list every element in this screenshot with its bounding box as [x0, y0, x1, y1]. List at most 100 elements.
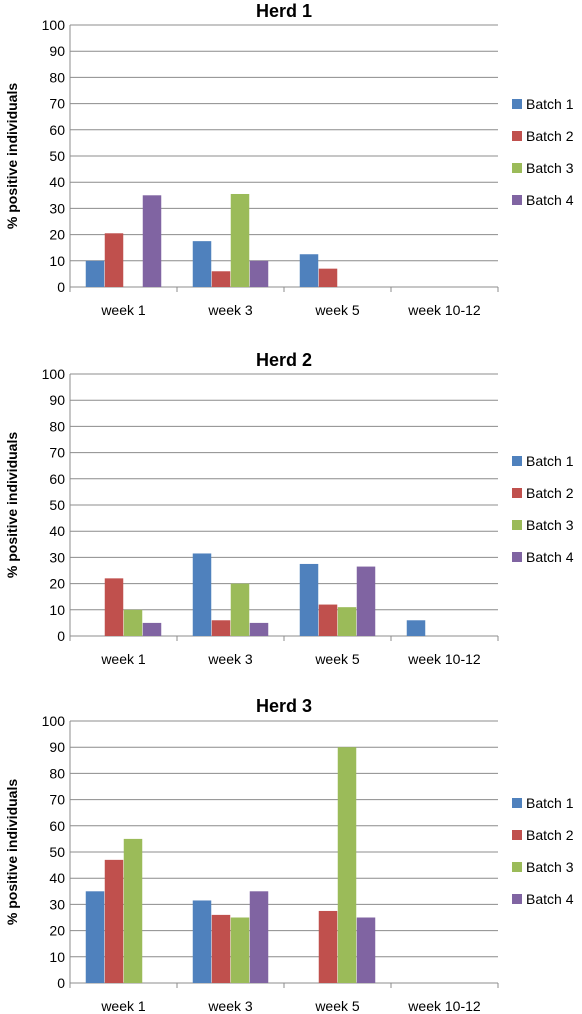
y-tick-label: 40	[49, 174, 65, 190]
y-axis-label: % positive individuals	[4, 83, 20, 229]
legend-label: Batch 1	[526, 453, 574, 469]
bar-batch-3-2	[230, 193, 250, 287]
y-tick-label: 70	[49, 96, 65, 112]
y-tick-label: 50	[49, 497, 65, 513]
x-tick-label: week 1	[100, 998, 146, 1014]
bar-batch-2-3	[318, 604, 338, 636]
legend-label: Batch 2	[526, 827, 574, 843]
y-tick-label: 10	[49, 253, 65, 269]
y-tick-label: 0	[57, 628, 65, 644]
x-tick-label: week 5	[314, 302, 360, 318]
chart-panel-3: Herd 3 0 10 20 30 40 50 60 70 80 90 100 % positive i…	[4, 696, 574, 1014]
y-tick-label: 0	[57, 975, 65, 991]
chart-title: Herd 2	[256, 350, 312, 370]
bar-batch-4-3	[356, 566, 376, 636]
x-tick-label: week 3	[207, 998, 253, 1014]
bar-batch-3-2	[230, 917, 250, 983]
y-tick-label: 40	[49, 523, 65, 539]
chart-panel-2: Herd 2 0 10 20 30 40 50 60 70 80 90 100 % positive i…	[4, 350, 574, 667]
bar-batch-4-1	[142, 195, 162, 287]
legend-swatch	[512, 552, 522, 562]
y-tick-label: 30	[49, 200, 65, 216]
y-tick-label: 80	[49, 765, 65, 781]
bar-batch-1-1	[85, 260, 105, 287]
bar-batch-2-1	[104, 859, 124, 983]
y-axis-label: % positive individuals	[4, 432, 20, 578]
y-tick-label: 90	[49, 739, 65, 755]
bar-batch-1-2	[192, 241, 212, 287]
x-tick-label: week 3	[207, 302, 253, 318]
bar-batch-3-1	[123, 838, 143, 983]
legend-label: Batch 4	[526, 549, 574, 565]
y-tick-label: 80	[49, 69, 65, 85]
bar-batch-3-1	[123, 609, 143, 636]
bar-batch-2-3	[318, 268, 338, 287]
y-tick-label: 40	[49, 870, 65, 886]
bar-batch-4-3	[356, 917, 376, 983]
legend-swatch	[512, 195, 522, 205]
bar-batch-4-2	[249, 260, 269, 287]
y-tick-label: 50	[49, 148, 65, 164]
y-tick-label: 90	[49, 43, 65, 59]
legend-swatch	[512, 163, 522, 173]
legend-label: Batch 3	[526, 160, 574, 176]
y-tick-label: 10	[49, 602, 65, 618]
legend-swatch	[512, 488, 522, 498]
y-tick-label: 30	[49, 549, 65, 565]
bar-batch-1-3	[299, 254, 319, 287]
y-tick-label: 20	[49, 923, 65, 939]
legend-label: Batch 2	[526, 128, 574, 144]
bar-batch-4-1	[142, 622, 162, 636]
bar-batch-1-2	[192, 900, 212, 983]
x-tick-label: week 5	[314, 998, 360, 1014]
y-tick-label: 60	[49, 122, 65, 138]
y-tick-label: 20	[49, 227, 65, 243]
y-tick-label: 60	[49, 818, 65, 834]
legend-swatch	[512, 894, 522, 904]
bar-batch-2-3	[318, 910, 338, 983]
legend-label: Batch 1	[526, 795, 574, 811]
legend-label: Batch 2	[526, 485, 574, 501]
bar-batch-3-2	[230, 583, 250, 636]
x-tick-label: week 10-12	[407, 302, 481, 318]
y-tick-label: 80	[49, 418, 65, 434]
legend-swatch	[512, 131, 522, 141]
y-tick-label: 90	[49, 392, 65, 408]
chart-title: Herd 1	[256, 1, 312, 21]
y-tick-label: 20	[49, 576, 65, 592]
bar-batch-4-2	[249, 622, 269, 636]
legend-swatch	[512, 99, 522, 109]
bar-batch-1-2	[192, 553, 212, 636]
bar-batch-4-2	[249, 891, 269, 983]
y-tick-label: 60	[49, 471, 65, 487]
x-tick-label: week 10-12	[407, 651, 481, 667]
x-tick-label: week 3	[207, 651, 253, 667]
bar-batch-2-1	[104, 578, 124, 636]
bar-batch-2-2	[211, 620, 231, 636]
legend-swatch	[512, 520, 522, 530]
y-tick-label: 100	[42, 366, 66, 382]
bar-batch-2-1	[104, 233, 124, 287]
bar-batch-1-4	[406, 620, 426, 636]
chart-panel-1: Herd 1 0 10 20 30 40 50 60 70 80 90 100 % positive i…	[4, 1, 574, 318]
legend-label: Batch 3	[526, 859, 574, 875]
bar-batch-1-1	[85, 891, 105, 983]
y-tick-label: 70	[49, 792, 65, 808]
y-tick-label: 10	[49, 949, 65, 965]
bar-batch-3-3	[337, 607, 357, 636]
y-tick-label: 70	[49, 445, 65, 461]
legend-label: Batch 4	[526, 891, 574, 907]
bar-batch-1-3	[299, 563, 319, 636]
y-tick-label: 50	[49, 844, 65, 860]
legend-swatch	[512, 862, 522, 872]
chart-title: Herd 3	[256, 696, 312, 716]
bar-batch-2-2	[211, 914, 231, 983]
legend-swatch	[512, 456, 522, 466]
y-tick-label: 100	[42, 713, 66, 729]
x-tick-label: week 1	[100, 651, 146, 667]
bar-batch-3-3	[337, 747, 357, 983]
bar-batch-2-2	[211, 271, 231, 287]
legend-swatch	[512, 798, 522, 808]
legend-label: Batch 3	[526, 517, 574, 533]
